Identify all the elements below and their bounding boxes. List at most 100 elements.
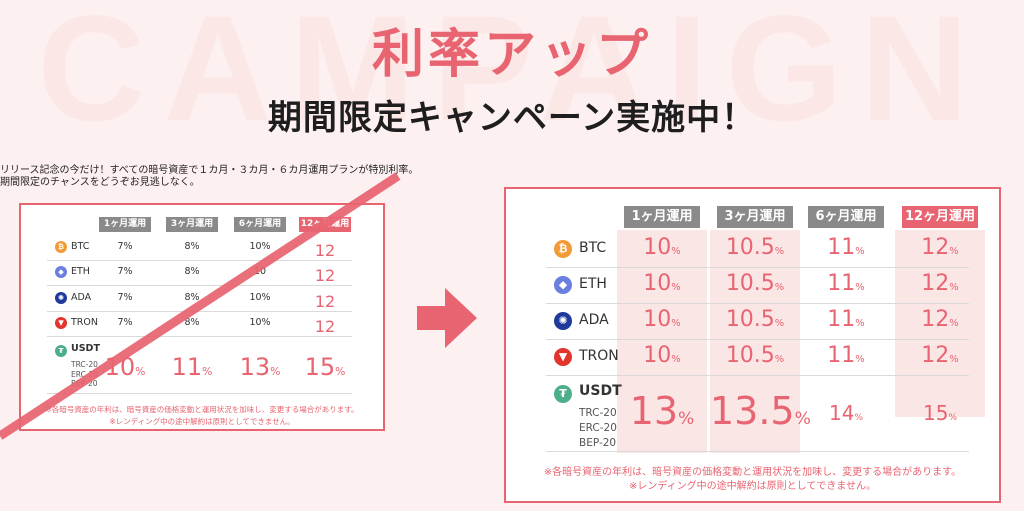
rate-value: 11: [827, 235, 856, 261]
row-divider: [546, 339, 969, 340]
rate-value: 10: [253, 266, 267, 278]
tether-icon: ₮: [554, 385, 572, 403]
row-divider: [47, 259, 352, 261]
rate-value: 10%: [249, 291, 271, 303]
rate-value: 11: [827, 307, 856, 333]
row-divider: [546, 375, 969, 376]
rate-cell: 10%: [617, 235, 707, 260]
percent-sign: %: [774, 318, 785, 330]
arrow-right-icon: [417, 288, 477, 348]
rate-cell: 10%: [617, 271, 707, 296]
rate-cell: 10.5%: [710, 271, 800, 296]
rate-value: 15: [304, 353, 336, 382]
rate-value: 12: [921, 271, 950, 297]
cardano-icon: ✺: [554, 312, 572, 330]
percent-sign: %: [671, 354, 681, 366]
rate-value: 7%: [117, 240, 133, 252]
percent-sign: %: [949, 246, 959, 258]
coin-name: ADA: [579, 311, 609, 328]
usdt-rate-cell: 11%: [160, 353, 224, 381]
rate-value: 10.5: [725, 343, 775, 369]
rate-value: 10.5: [725, 235, 775, 261]
bitcoin-icon: ₿: [55, 240, 67, 253]
rate-cell: 11%: [801, 343, 891, 368]
coin-name: BTC: [71, 240, 90, 252]
percent-sign: %: [855, 282, 865, 294]
rate-value: 8%: [184, 240, 200, 252]
rate-value: 12: [314, 266, 336, 286]
rate-cell: 12%: [895, 343, 985, 368]
intro-text: リリース記念の今だけ！すべての暗号資産で１カ月・３カ月・６カ月運用プランが特別利…: [0, 165, 418, 189]
rate-cell: 7%: [93, 292, 157, 303]
usdt-rate-cell: 14%: [801, 401, 891, 425]
tron-icon: ▼: [554, 348, 572, 366]
rate-value: 10: [643, 271, 672, 297]
percent-sign: %: [794, 409, 811, 430]
ethereum-icon: ◆: [55, 266, 67, 279]
percent-sign: %: [949, 318, 959, 330]
usdt-rate-cell: 13.5%: [710, 389, 811, 434]
network-label: BEP-20: [579, 437, 617, 449]
network-label: ERC-20: [71, 369, 99, 379]
bitcoin-icon: ₿: [554, 240, 572, 258]
rate-value: 12: [314, 291, 336, 311]
coin-name: ADA: [71, 291, 92, 303]
rate-value: 10: [643, 343, 672, 369]
rate-value: 12: [314, 317, 336, 337]
percent-sign: %: [671, 282, 681, 294]
percent-sign: %: [774, 246, 785, 258]
rate-cell: 10.5%: [710, 343, 800, 368]
rate-value: 10.5: [725, 307, 775, 333]
row-divider: [47, 285, 352, 286]
tether-icon: ₮: [55, 345, 67, 357]
rate-cell: 12: [293, 292, 357, 311]
rate-value: 15: [922, 400, 949, 425]
rate-cell: 12%: [895, 235, 985, 260]
rate-cell: 8%: [160, 317, 224, 328]
percent-sign: %: [774, 282, 785, 294]
percent-sign: %: [774, 354, 785, 366]
rate-value: 7%: [117, 317, 133, 329]
col-header-1: 1ヶ月運用: [624, 206, 700, 228]
rate-cell: 10%: [228, 241, 292, 252]
tron-icon: ▼: [55, 317, 67, 330]
rate-cell: 12%: [895, 271, 985, 296]
subheadline: 期間限定キャンペーン実施中！: [267, 98, 757, 138]
rate-cell: 12%: [895, 307, 985, 332]
rate-cell: 7%: [93, 241, 157, 252]
rate-cell: 8%: [160, 266, 224, 277]
rate-value: 10%: [249, 317, 271, 329]
rate-value: 8%: [184, 266, 200, 278]
network-label: TRC-20: [71, 360, 98, 369]
rate-value: 11: [827, 271, 856, 297]
col-header-3: 6ヶ月運用: [808, 206, 884, 228]
network-label: TRC-20: [579, 407, 617, 419]
rate-value: 11: [171, 353, 203, 382]
percent-sign: %: [855, 246, 865, 258]
rate-value: 10: [643, 235, 672, 261]
percent-sign: %: [202, 365, 213, 379]
rate-cell: 10%: [228, 317, 292, 328]
row-divider: [546, 451, 969, 452]
row-divider: [546, 303, 969, 304]
rate-value: 10.5: [725, 271, 775, 297]
rate-cell: 7%: [93, 317, 157, 328]
rate-value: 12: [921, 343, 950, 369]
rate-value: 13.5: [710, 389, 795, 434]
rate-value: 7%: [117, 266, 133, 278]
percent-sign: %: [671, 318, 681, 330]
network-label: ERC-20: [579, 422, 617, 434]
rate-cell: 10%: [617, 343, 707, 368]
percent-sign: %: [854, 412, 863, 423]
rate-value: 10: [643, 307, 672, 333]
coin-name: USDT: [71, 343, 100, 354]
new-rate-table: 1ヶ月運用 3ヶ月運用 6ヶ月運用 12ヶ月運用 ₿ BTC 10% 10.5% 11% 12% ◆…: [504, 187, 1001, 503]
rate-cell: 10: [228, 266, 292, 277]
col-header-1: 1ヶ月運用: [99, 217, 151, 232]
coin-name: BTC: [579, 239, 607, 256]
percent-sign: %: [135, 365, 146, 379]
footnote: ※レンディング中の途中解約は原則としてできません。: [109, 417, 295, 426]
percent-sign: %: [335, 365, 346, 379]
rate-cell: 10%: [228, 292, 292, 303]
